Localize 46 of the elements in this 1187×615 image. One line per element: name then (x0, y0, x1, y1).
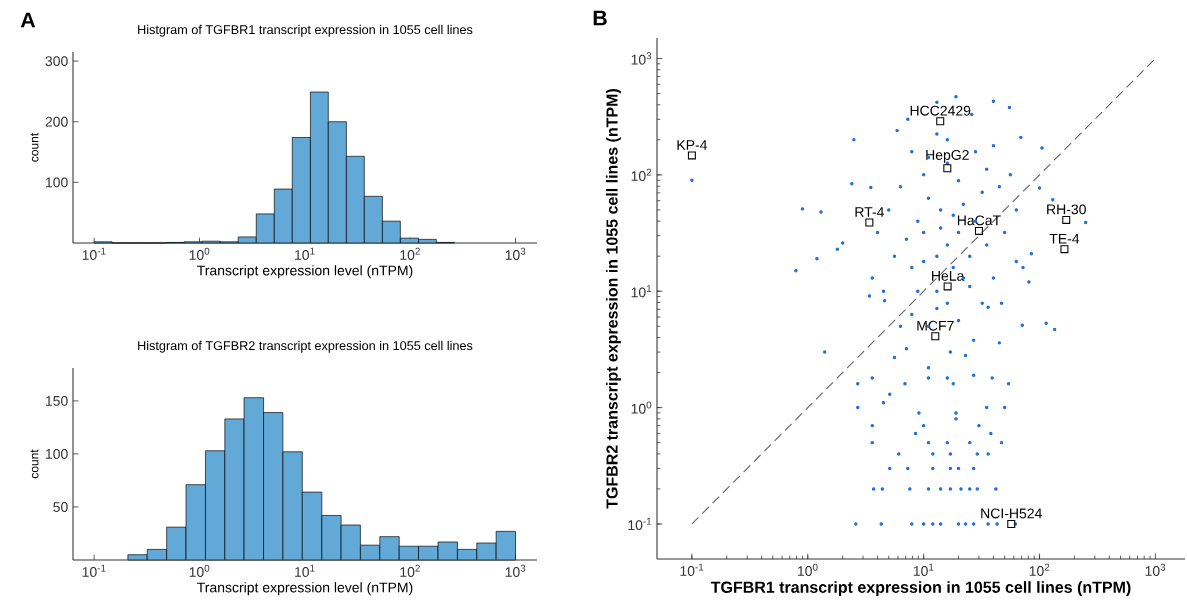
annotation: RT-4 (855, 207, 884, 217)
x-tick-label: 10$^{-1}$ (82, 564, 106, 577)
y-tick-label: 200 (45, 116, 68, 127)
x-axis-title: Transcript expression level (nTPM) (197, 265, 413, 279)
chart-title: Histgram of TGFBR1 transcript expression in 1055 cell lines (138, 24, 473, 37)
annotation: HepG2 (926, 149, 969, 163)
text: A (20, 12, 36, 28)
annotation: TE-4 (1049, 233, 1080, 244)
text: B (593, 10, 607, 26)
annotation: HaCaT (957, 215, 1001, 226)
y-tick-label: 100 (46, 448, 68, 459)
y-tick-label: 10$^{0}$ (631, 401, 652, 414)
y-tick-label: 10$^{1}$ (631, 285, 652, 298)
y-tick-label: 300 (45, 56, 68, 67)
x-tick-label: 10$^{1}$ (295, 564, 315, 577)
y-tick-label: 10$^{2}$ (631, 168, 652, 182)
y-tick-label: 50 (53, 502, 68, 512)
y-tick-label: 10$^{-1}$ (628, 517, 652, 531)
x-tick-label: 10$^{2}$ (400, 564, 420, 577)
annotation: RH-30 (1047, 204, 1086, 215)
x-tick-label: 10$^{0}$ (189, 564, 210, 577)
x-tick-label: 10$^{1}$ (913, 563, 934, 576)
x-axis-title: Transcript expression level (nTPM) (197, 582, 413, 596)
annotation: HCC2429 (910, 105, 971, 116)
x-tick-label: 10$^{3}$ (1145, 563, 1166, 576)
annotation: KP-4 (677, 140, 708, 150)
x-tick-label: 10$^{0}$ (798, 563, 818, 576)
x-tick-label: 10$^{3}$ (505, 564, 526, 577)
x-tick-label: 10$^{-1}$ (82, 247, 106, 260)
y-tick-label: 100 (46, 177, 68, 188)
x-tick-label: 10$^{2}$ (400, 247, 420, 260)
chart-title: Histgram of TGFBR2 transcript expression in 1055 cell lines (138, 340, 473, 353)
x-tick-label: 10$^{1}$ (295, 247, 315, 260)
annotation: NCI-H524 (981, 508, 1042, 519)
y-axis-title: TGFBR2 transcript expression in 1055 cell lines (nTPM) (605, 89, 621, 509)
x-tick-label: 10$^{0}$ (189, 247, 210, 260)
y-axis-title: count (30, 132, 39, 162)
y-tick-label: 150 (46, 395, 68, 406)
x-tick-label: 10$^{2}$ (1029, 563, 1050, 576)
x-tick-label: 10$^{-1}$ (680, 563, 704, 576)
annotation: HeLa (932, 271, 965, 281)
x-tick-label: 10$^{3}$ (505, 247, 526, 260)
y-tick-label: 10$^{3}$ (631, 52, 652, 65)
x-axis-title: TGFBR1 transcript expression in 1055 cell lines (nTPM) (710, 581, 1131, 597)
annotation: MCF7 (917, 320, 954, 331)
y-axis-title: count (30, 449, 39, 479)
